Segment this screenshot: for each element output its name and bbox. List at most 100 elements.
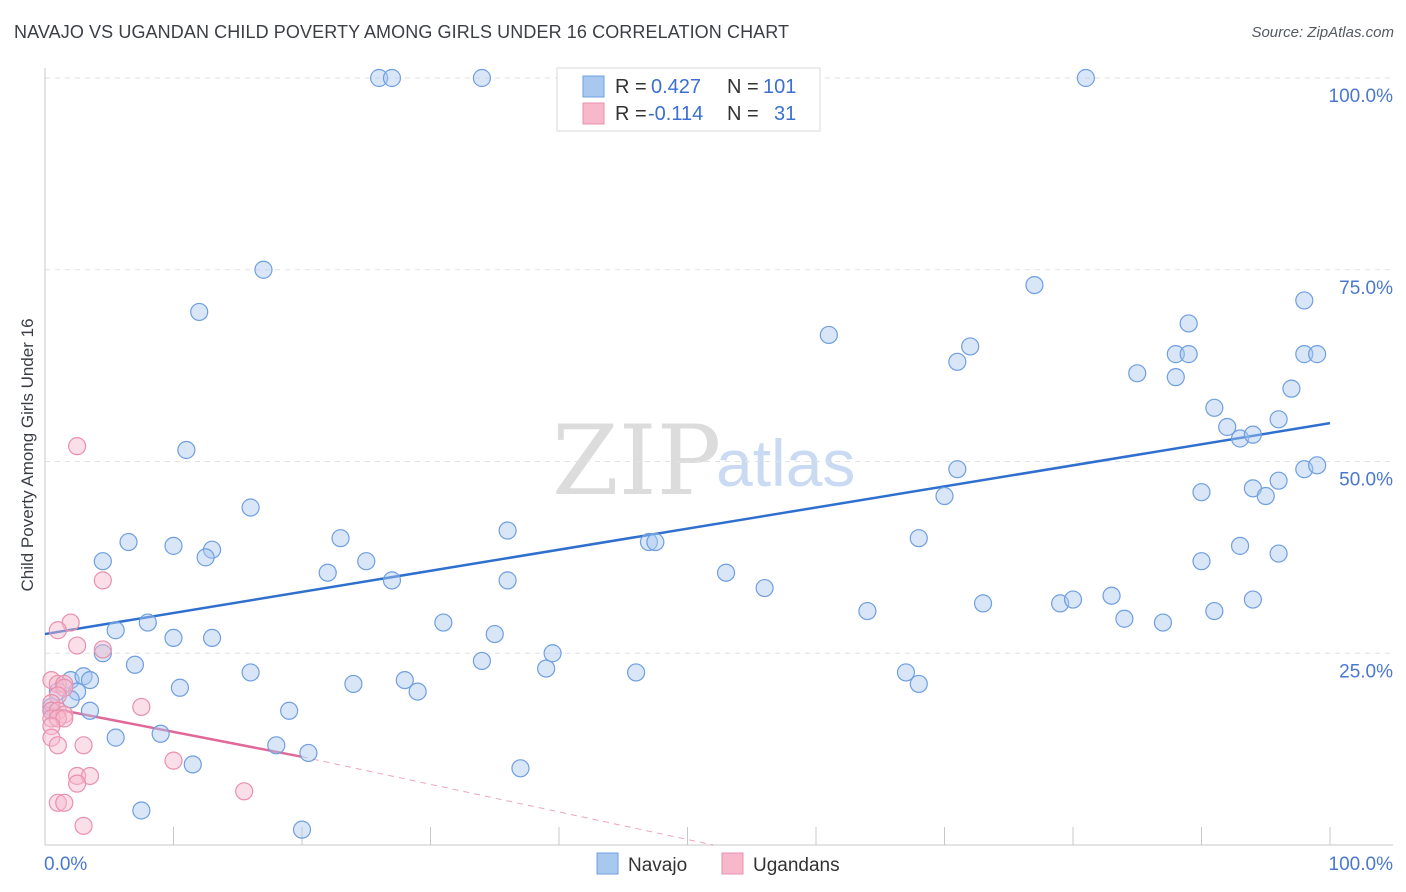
bottom-legend-swatch-navajo bbox=[596, 852, 619, 875]
legend-n-value-ugandans: 31 bbox=[774, 103, 796, 125]
ugandans-point bbox=[42, 709, 61, 728]
navajo-point bbox=[896, 663, 916, 682]
navajo-point bbox=[1166, 345, 1185, 364]
navajo-point bbox=[537, 659, 556, 678]
y-tick-label: 100.0% bbox=[1329, 86, 1394, 107]
navajo-point bbox=[1269, 544, 1288, 563]
y-axis-label: Child Poverty Among Girls Under 16 bbox=[18, 318, 37, 591]
navajo-point bbox=[395, 670, 414, 690]
navajo-point bbox=[858, 601, 877, 621]
navajo-point bbox=[1192, 552, 1211, 571]
ugandans-trend-extension bbox=[301, 756, 714, 846]
navajo-point bbox=[1269, 410, 1288, 429]
legend-swatch-ugandans bbox=[582, 102, 605, 125]
chart-source: Source: ZipAtlas.com bbox=[1251, 24, 1394, 41]
ugandans-point bbox=[93, 571, 112, 590]
navajo-point bbox=[241, 498, 260, 517]
x-tick-label: 0.0% bbox=[44, 854, 87, 875]
navajo-point bbox=[1243, 590, 1263, 609]
navajo-point bbox=[1179, 314, 1198, 333]
navajo-point bbox=[93, 552, 112, 571]
navajo-point bbox=[973, 594, 993, 613]
navajo-point bbox=[1128, 364, 1147, 383]
navajo-point bbox=[183, 755, 202, 774]
ugandans-point bbox=[74, 736, 93, 755]
ugandans-point bbox=[68, 636, 87, 655]
ugandans-point bbox=[93, 640, 112, 659]
navajo-point bbox=[498, 571, 517, 590]
x-tick-label: 100.0% bbox=[1329, 854, 1394, 875]
navajo-point bbox=[80, 701, 100, 720]
ugandans-trend-line bbox=[44, 705, 303, 759]
ugandans-point bbox=[48, 736, 67, 755]
ugandans-point bbox=[68, 437, 87, 456]
navajo-point bbox=[138, 613, 157, 632]
navajo-point bbox=[190, 302, 209, 322]
navajo-point bbox=[254, 260, 273, 279]
navajo-point bbox=[292, 820, 312, 839]
navajo-point bbox=[1166, 368, 1185, 387]
navajo-point bbox=[935, 486, 954, 506]
bottom-legend-label-navajo: Navajo bbox=[628, 855, 687, 876]
navajo-point bbox=[119, 532, 138, 552]
navajo-point bbox=[408, 682, 427, 701]
navajo-point bbox=[1205, 398, 1224, 417]
bottom-legend-swatch-ugandans bbox=[721, 852, 744, 875]
y-tick-label: 50.0% bbox=[1339, 470, 1393, 491]
navajo-point bbox=[511, 759, 530, 778]
navajo-point bbox=[819, 325, 838, 345]
ugandans-point bbox=[68, 766, 87, 786]
y-tick-label: 25.0% bbox=[1339, 661, 1393, 682]
legend-r-value-ugandans: -0.114 bbox=[648, 103, 703, 125]
navajo-point bbox=[241, 663, 260, 682]
legend-swatch-navajo bbox=[582, 75, 605, 98]
navajo-point bbox=[1308, 345, 1327, 364]
bottom-legend-label-ugandans: Ugandans bbox=[753, 855, 840, 876]
navajo-point bbox=[1179, 345, 1198, 364]
navajo-point bbox=[318, 563, 337, 582]
navajo-point bbox=[472, 68, 491, 88]
navajo-point bbox=[280, 701, 299, 720]
navajo-point bbox=[93, 644, 112, 663]
navajo-point bbox=[755, 578, 774, 598]
navajo-point bbox=[434, 613, 453, 632]
navajo-point bbox=[151, 724, 170, 743]
navajo-point bbox=[1295, 291, 1314, 310]
y-tick-label: 75.0% bbox=[1339, 278, 1393, 299]
ugandans-point bbox=[48, 793, 67, 812]
navajo-point bbox=[125, 655, 145, 674]
navajo-point bbox=[80, 670, 100, 690]
navajo-trend-line bbox=[44, 421, 1331, 636]
legend-n-label-ugandans: N = bbox=[727, 103, 759, 125]
navajo-point bbox=[370, 68, 389, 88]
navajo-point bbox=[639, 532, 659, 552]
navajo-points bbox=[42, 68, 1327, 839]
navajo-point bbox=[1308, 456, 1327, 475]
navajo-point bbox=[170, 678, 190, 697]
navajo-point bbox=[177, 440, 196, 460]
navajo-point bbox=[472, 651, 491, 671]
navajo-point bbox=[626, 663, 646, 682]
navajo-point bbox=[357, 552, 376, 571]
navajo-point bbox=[106, 728, 125, 747]
navajo-point bbox=[961, 337, 980, 356]
navajo-point bbox=[646, 532, 665, 552]
navajo-point bbox=[164, 536, 183, 555]
watermark-atlas: atlas bbox=[716, 426, 855, 500]
legend: R = 0.427 N = 101 R = -0.114 N = 31 bbox=[556, 67, 821, 132]
legend-r-label-navajo: R = bbox=[615, 76, 647, 98]
ugandans-point bbox=[68, 774, 87, 793]
legend-n-value-navajo: 101 bbox=[763, 76, 796, 98]
navajo-point bbox=[1256, 486, 1275, 506]
navajo-point bbox=[716, 563, 736, 582]
navajo-point bbox=[909, 529, 928, 548]
legend-n-label-navajo: N = bbox=[727, 76, 759, 98]
ugandans-point bbox=[55, 793, 74, 812]
navajo-point bbox=[909, 674, 928, 694]
ugandans-point bbox=[74, 816, 93, 835]
chart-title: NAVAJO VS UGANDAN CHILD POVERTY AMONG GI… bbox=[14, 22, 790, 42]
navajo-point bbox=[1153, 613, 1173, 632]
tick-labels: 25.0% 50.0% 75.0% 100.0% 0.0% 100.0% bbox=[44, 86, 1393, 875]
navajo-point bbox=[1282, 379, 1301, 398]
navajo-point bbox=[498, 521, 517, 540]
